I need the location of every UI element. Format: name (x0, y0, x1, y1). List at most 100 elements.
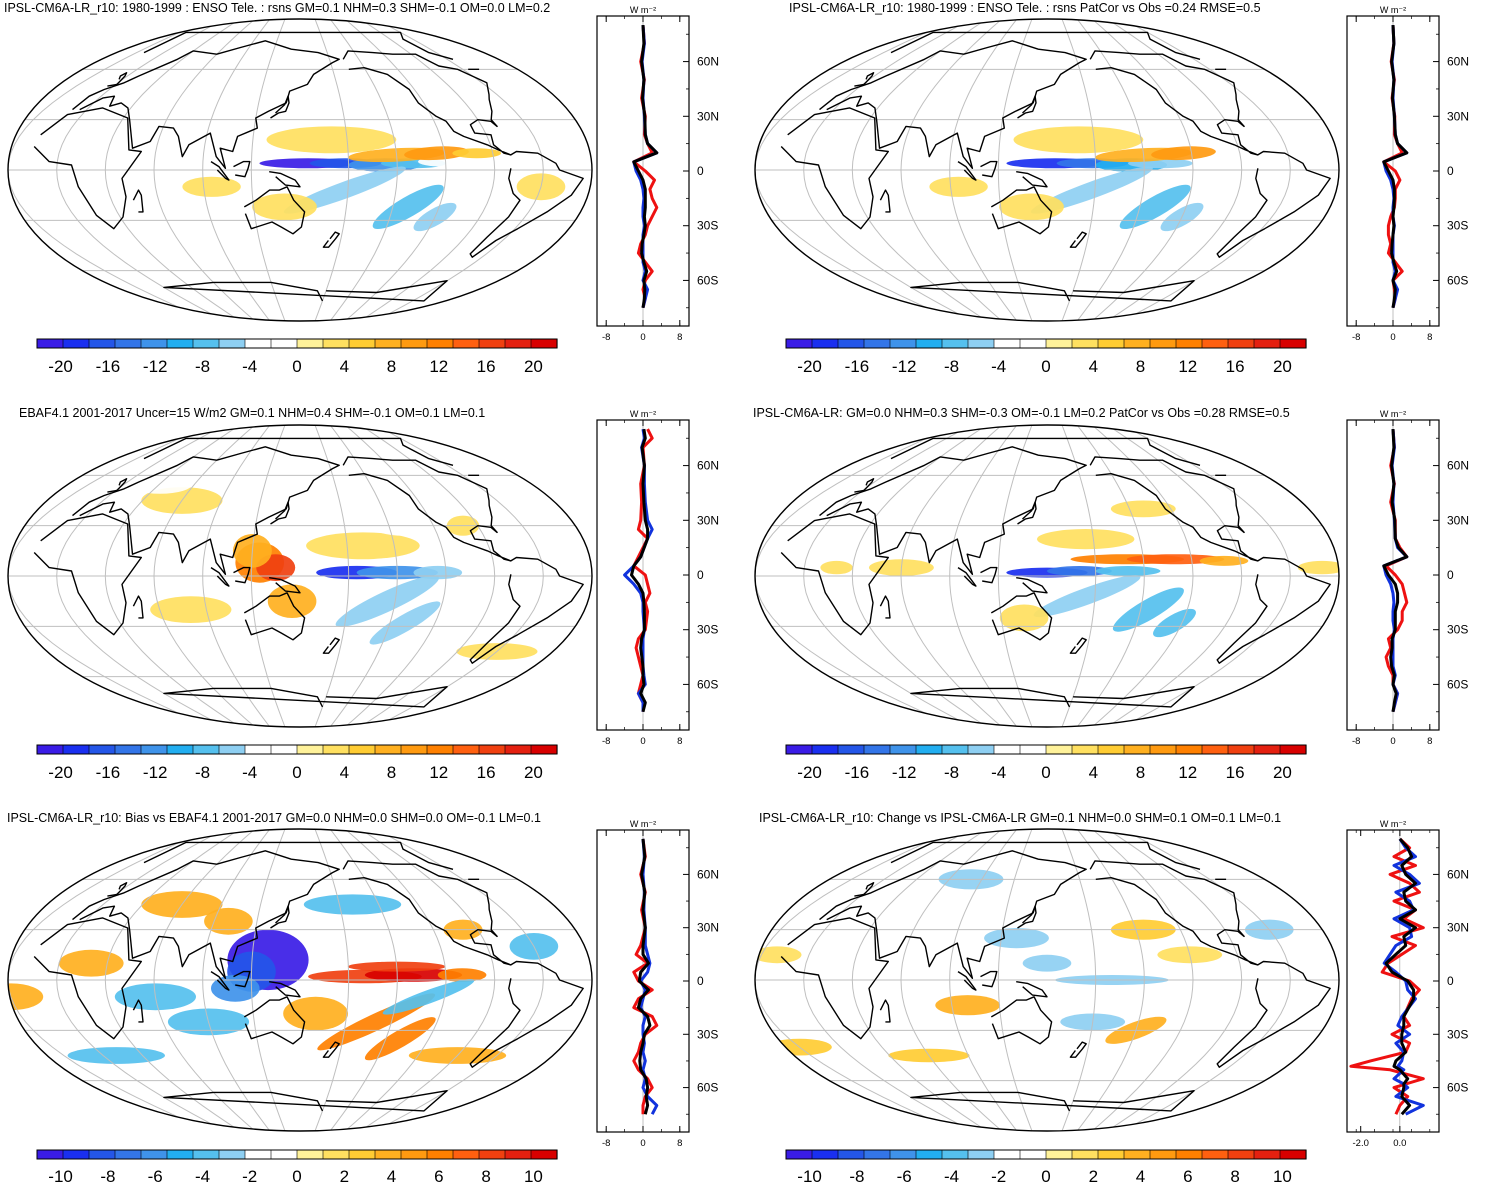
colorbar-cell (62, 338, 90, 349)
anomaly-region (755, 946, 802, 964)
anomaly-region (364, 1017, 436, 1061)
meridian-line (1061, 19, 1097, 321)
zonal-mean-plot: 60N 30N 0 30S 60S -8 0 8 W m⁻² (1346, 409, 1469, 747)
colorbar-cell (1045, 1149, 1073, 1160)
x-tick-label: -8 (1352, 736, 1360, 747)
colorbar-tick-label: -12 (143, 763, 168, 782)
coastline-japan (270, 95, 290, 119)
colorbar-cell (941, 338, 969, 349)
colorbar-cell (36, 338, 64, 349)
colorbar-cell (993, 744, 1021, 755)
colorbar-cell (270, 1149, 298, 1160)
colorbar-cell (1045, 338, 1073, 349)
x-tick-label: 8 (677, 332, 682, 343)
colorbar-cell (889, 1149, 917, 1160)
coastline-madagascar (132, 999, 144, 1023)
colorbar-cell (811, 338, 839, 349)
coastline-japan (1017, 501, 1037, 525)
colorbar-cell (1253, 1149, 1281, 1160)
colorbar-cell (1227, 744, 1255, 755)
colorbar-cell (1201, 1149, 1229, 1160)
colorbar-cell (140, 744, 168, 755)
x-tick-label: 8 (677, 1138, 682, 1149)
colorbar-tick-label: -16 (96, 763, 121, 782)
colorbar-cell (1175, 1149, 1203, 1160)
lat-tick-label: 0 (1447, 568, 1454, 582)
coastline-borneo (980, 160, 998, 178)
anomaly-region (316, 490, 415, 511)
x-tick-label: 0 (640, 736, 645, 747)
map-border (7, 424, 593, 728)
colorbar-cell (967, 338, 995, 349)
meridian-line (1076, 829, 1145, 1131)
anomaly-region (58, 949, 124, 977)
lat-tick-label: 30N (1447, 921, 1469, 935)
coastline-namerica (1089, 860, 1259, 966)
colorbar-cell (863, 744, 891, 755)
anomaly-region (303, 894, 402, 915)
colorbar: -10 -8 -6 -4 -2 0 2 4 6 8 10 (36, 1149, 558, 1183)
colorbar-tick-label: 20 (524, 763, 543, 782)
meridian-line (997, 19, 1033, 321)
anomaly-region (335, 575, 439, 627)
lat-tick-label: 30S (1447, 1027, 1468, 1041)
colorbar-cell (140, 338, 168, 349)
colorbar-cell (88, 744, 116, 755)
meridian-line (104, 425, 241, 727)
meridian-line (997, 829, 1033, 1131)
meridian-line (803, 425, 973, 727)
colorbar-cell (941, 1149, 969, 1160)
colorbar-cell (1071, 338, 1099, 349)
meridian-line (202, 829, 271, 1131)
colorbar-cell (1175, 744, 1203, 755)
unit-label: W m⁻² (1380, 409, 1406, 419)
colorbar-tick-label: 8 (1230, 1167, 1239, 1183)
panel-title: IPSL-CM6A-LR_r10: 1980-1999 : ENSO Tele.… (789, 1, 1261, 15)
x-tick-label: 0 (640, 1138, 645, 1149)
map-border (754, 424, 1340, 728)
meridian-line (755, 19, 958, 321)
colorbar-cell (400, 338, 428, 349)
unit-label: W m⁻² (630, 409, 656, 419)
coastline-sumatra (210, 971, 230, 991)
colorbar-cell (166, 744, 194, 755)
colorbar-cell (1279, 338, 1307, 349)
coastline-australia (990, 186, 1053, 235)
coastline-africa (780, 917, 889, 1040)
coastline-japan (1017, 95, 1037, 119)
colorbar-tick-label: 12 (429, 357, 448, 376)
coastline-antarctica (163, 686, 448, 708)
meridian-line (202, 19, 271, 321)
anomaly-region (369, 601, 441, 645)
lat-tick-label: 60S (697, 677, 718, 691)
anomaly-region (150, 596, 232, 623)
coastline-antarctica (163, 280, 448, 302)
colorbar-cell (785, 1149, 813, 1160)
colorbar-tick-label: -2 (991, 1167, 1006, 1183)
colorbar-tick-label: 0 (1041, 1167, 1050, 1183)
coastline-eurasia (72, 446, 340, 575)
colorbar-tick-label: -8 (100, 1167, 115, 1183)
colorbar: -20 -16 -12 -8 -4 0 4 8 12 16 20 (785, 744, 1307, 782)
map (755, 829, 1339, 1131)
lat-tick-label: 30N (1447, 513, 1469, 527)
meridian-line (1106, 425, 1243, 727)
coastline-uk (854, 478, 875, 493)
coastline-sumatra (210, 567, 230, 587)
meridian-line (344, 829, 447, 1131)
colorbar-cell (915, 338, 943, 349)
anomaly-region (75, 230, 140, 244)
meridian-line (56, 19, 226, 321)
meridian-line (250, 425, 286, 727)
unit-label: W m⁻² (1380, 5, 1406, 15)
coastline-eurasia (819, 850, 1087, 979)
anomaly-region (452, 148, 502, 159)
chart-panel-3: EBAF4.1 2001-2017 Uncer=15 W/m2 GM=0.1 N… (7, 406, 719, 782)
lat-tick-label: 30N (1447, 109, 1469, 123)
meridian-line (1106, 829, 1243, 1131)
meridian-line (329, 829, 398, 1131)
meridian-line (344, 425, 447, 727)
lat-tick-label: 60S (697, 1081, 718, 1095)
map (8, 829, 592, 1131)
meridian-line (329, 19, 398, 321)
